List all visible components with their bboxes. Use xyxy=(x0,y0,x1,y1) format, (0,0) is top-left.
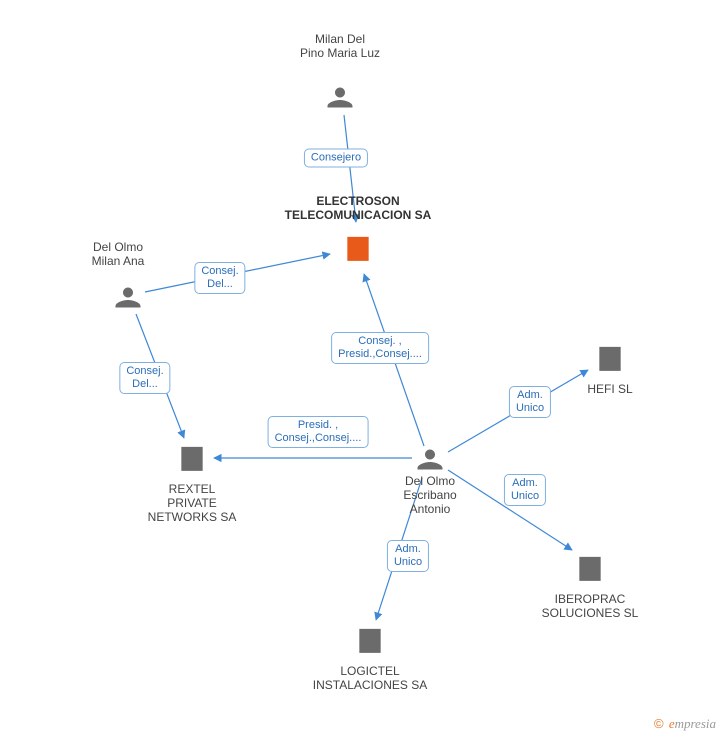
person-icon xyxy=(113,283,143,313)
brand-rest: mpresia xyxy=(675,716,716,731)
company-node[interactable] xyxy=(594,342,626,379)
person-icon xyxy=(415,445,445,475)
copyright-symbol: © xyxy=(654,716,664,731)
building-icon xyxy=(342,232,374,264)
node-label: LOGICTEL INSTALACIONES SA xyxy=(313,664,427,692)
edge-label[interactable]: Adm. Unico xyxy=(509,386,551,418)
edge-label[interactable]: Consej. Del... xyxy=(119,362,170,394)
company-node[interactable] xyxy=(342,232,374,269)
node-label: Milan Del Pino Maria Luz xyxy=(300,32,380,60)
node-label: IBEROPRAC SOLUCIONES SL xyxy=(542,592,639,620)
node-label: ELECTROSON TELECOMUNICACION SA xyxy=(285,194,432,222)
building-icon xyxy=(574,552,606,584)
edge-label[interactable]: Consej. , Presid.,Consej.... xyxy=(331,332,429,364)
building-icon xyxy=(176,442,208,474)
node-label: Del Olmo Milan Ana xyxy=(92,240,145,268)
node-label: HEFI SL xyxy=(587,382,632,396)
edge-label[interactable]: Adm. Unico xyxy=(387,540,429,572)
edge-label[interactable]: Consejero xyxy=(304,149,368,168)
node-label: REXTEL PRIVATE NETWORKS SA xyxy=(148,482,237,524)
building-icon xyxy=(354,624,386,656)
company-node[interactable] xyxy=(354,624,386,661)
company-node[interactable] xyxy=(176,442,208,479)
person-icon xyxy=(325,83,355,113)
company-node[interactable] xyxy=(574,552,606,589)
edge-label[interactable]: Adm. Unico xyxy=(504,474,546,506)
edge-label[interactable]: Consej. Del... xyxy=(194,262,245,294)
footer-brand: © empresia xyxy=(654,716,716,732)
building-icon xyxy=(594,342,626,374)
node-label: Del Olmo Escribano Antonio xyxy=(403,474,456,516)
edge-label[interactable]: Presid. , Consej.,Consej.... xyxy=(268,416,369,448)
person-node[interactable] xyxy=(113,283,143,318)
person-node[interactable] xyxy=(325,83,355,118)
